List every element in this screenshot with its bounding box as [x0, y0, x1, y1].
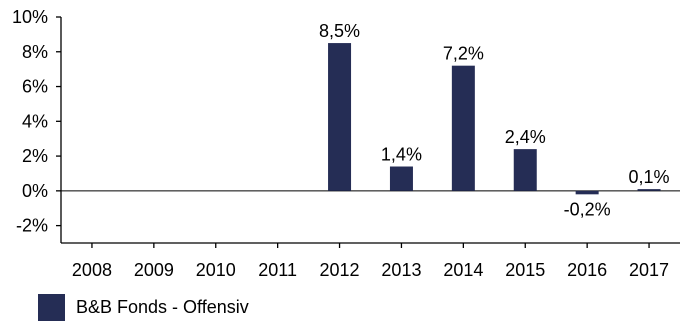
data-label: 8,5% — [319, 21, 360, 41]
x-tick-label: 2008 — [72, 260, 112, 280]
y-tick-label: 0% — [22, 181, 48, 201]
bar — [389, 166, 413, 191]
data-label: -0,2% — [564, 199, 611, 219]
x-tick-label: 2017 — [629, 260, 669, 280]
y-tick-label: 10% — [12, 7, 48, 27]
y-tick-label: 2% — [22, 146, 48, 166]
bar — [575, 190, 599, 195]
x-tick-label: 2013 — [381, 260, 421, 280]
bar — [637, 189, 661, 191]
bar — [451, 65, 475, 191]
x-tick-label: 2015 — [505, 260, 545, 280]
bar-chart: 10% 8% 6% 4% 2% 0% -2% 8,5% 1,4% 7,2% 2,4% -0,2% 0,… — [12, 7, 680, 280]
x-tick-label: 2016 — [567, 260, 607, 280]
y-axis-ticks: 10% 8% 6% 4% 2% 0% -2% — [12, 7, 61, 236]
x-tick-label: 2010 — [196, 260, 236, 280]
bar-series — [328, 43, 661, 195]
legend: B&B Fonds - Offensiv — [38, 293, 249, 321]
x-tick-label: 2014 — [443, 260, 483, 280]
y-tick-label: 4% — [22, 111, 48, 131]
bar — [513, 149, 537, 191]
legend-label: B&B Fonds - Offensiv — [76, 296, 249, 317]
legend-swatch — [38, 293, 65, 321]
data-label: 2,4% — [505, 127, 546, 147]
y-tick-label: 6% — [22, 77, 48, 97]
data-label: 7,2% — [443, 44, 484, 64]
y-tick-label: 8% — [22, 42, 48, 62]
data-labels: 8,5% 1,4% 7,2% 2,4% -0,2% 0,1% — [319, 21, 670, 219]
x-tick-label: 2011 — [258, 260, 297, 280]
x-tick-label: 2012 — [320, 260, 360, 280]
x-tick-label: 2009 — [134, 260, 174, 280]
x-axis-ticks: 2008 2009 2010 2011 2012 2013 2014 2015 2016 2017 — [72, 243, 669, 280]
y-tick-label: -2% — [16, 216, 48, 236]
data-label: 1,4% — [381, 145, 422, 165]
bar — [328, 43, 352, 191]
data-label: 0,1% — [629, 167, 670, 187]
